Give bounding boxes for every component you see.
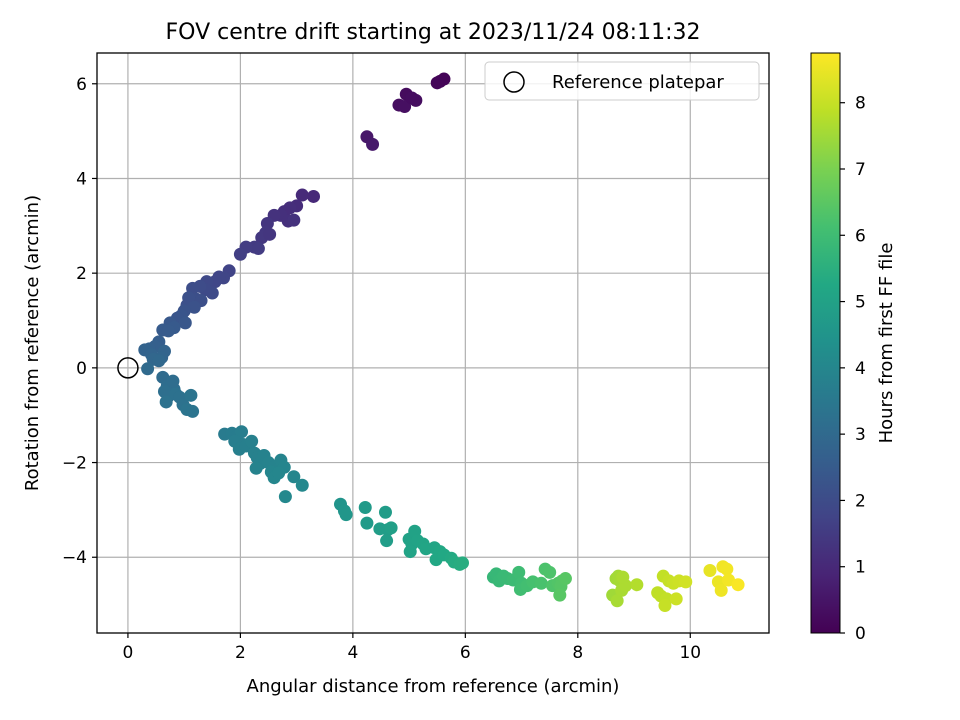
x-tick-label: 10 bbox=[679, 643, 701, 663]
plot-background bbox=[97, 53, 769, 633]
data-point bbox=[161, 324, 175, 338]
plot-frame bbox=[96, 52, 770, 634]
colorbar-tick-label: 3 bbox=[855, 425, 866, 445]
data-point bbox=[610, 594, 624, 608]
data-point bbox=[184, 388, 198, 402]
colorbar-tick-label: 5 bbox=[855, 293, 866, 313]
x-tick-label: 6 bbox=[460, 643, 471, 663]
data-point bbox=[543, 565, 557, 579]
data-point bbox=[360, 516, 374, 530]
data-point bbox=[703, 564, 717, 578]
data-point bbox=[186, 404, 200, 418]
data-point bbox=[630, 578, 644, 592]
colorbar-gradient bbox=[810, 52, 841, 634]
colorbar-tick-label: 8 bbox=[855, 94, 866, 114]
data-point bbox=[178, 316, 192, 330]
data-point bbox=[187, 300, 201, 314]
data-point bbox=[166, 374, 180, 388]
legend: Reference platepar bbox=[484, 61, 760, 101]
y-tick-label: −2 bbox=[62, 454, 87, 474]
x-tick-label: 0 bbox=[123, 643, 134, 663]
data-point bbox=[658, 599, 672, 613]
data-point bbox=[405, 91, 419, 105]
data-point bbox=[669, 592, 683, 606]
y-tick-label: 6 bbox=[76, 75, 87, 95]
x-axis-label: Angular distance from reference (arcmin) bbox=[247, 676, 620, 697]
data-point bbox=[307, 189, 321, 203]
data-point bbox=[251, 242, 265, 256]
data-point bbox=[398, 100, 412, 114]
x-tick-label: 2 bbox=[235, 643, 246, 663]
y-tick-label: 4 bbox=[76, 169, 87, 189]
data-point bbox=[263, 227, 277, 241]
data-point bbox=[714, 583, 728, 597]
data-point bbox=[295, 188, 309, 202]
reference-platepar-marker bbox=[117, 357, 139, 379]
data-point bbox=[141, 362, 155, 376]
data-point bbox=[278, 490, 292, 504]
data-point bbox=[430, 76, 444, 90]
y-axis-ticks: −4 −2 0 2 4 6 bbox=[62, 75, 97, 568]
data-point bbox=[456, 556, 470, 570]
y-tick-label: −4 bbox=[62, 548, 87, 568]
data-point bbox=[380, 534, 394, 548]
colorbar-tick-label: 7 bbox=[855, 160, 866, 180]
legend-marker-reference bbox=[503, 71, 525, 93]
data-point bbox=[159, 395, 173, 409]
data-point bbox=[287, 213, 301, 227]
data-point bbox=[245, 434, 259, 448]
data-point bbox=[558, 572, 572, 586]
data-point bbox=[679, 575, 693, 589]
data-point bbox=[366, 137, 380, 151]
data-points bbox=[138, 72, 745, 613]
data-point bbox=[512, 565, 526, 579]
reference-layer bbox=[117, 357, 139, 379]
y-axis-label: Rotation from reference (arcmin) bbox=[22, 195, 43, 491]
x-tick-label: 8 bbox=[572, 643, 583, 663]
data-point bbox=[235, 425, 249, 439]
colorbar: 0 1 2 3 4 5 6 7 8 Hours from first FF file bbox=[810, 52, 897, 644]
data-point bbox=[403, 545, 417, 559]
data-point bbox=[378, 505, 392, 519]
data-point bbox=[272, 466, 286, 480]
y-tick-label: 0 bbox=[76, 359, 87, 379]
plot-area: 0 2 4 6 8 10 −4 −2 0 2 4 6 bbox=[62, 52, 770, 663]
colorbar-tick-label: 2 bbox=[855, 491, 866, 511]
data-point bbox=[384, 521, 398, 535]
chart-title: FOV centre drift starting at 2023/11/24 … bbox=[166, 20, 701, 45]
colorbar-ticks: 0 1 2 3 4 5 6 7 8 bbox=[840, 94, 866, 644]
colorbar-label: Hours from first FF file bbox=[876, 243, 897, 444]
data-point bbox=[152, 354, 166, 368]
x-axis-ticks: 0 2 4 6 8 10 bbox=[123, 633, 701, 663]
colorbar-tick-label: 0 bbox=[855, 624, 866, 644]
data-point bbox=[731, 578, 745, 592]
y-tick-label: 2 bbox=[76, 264, 87, 284]
data-point bbox=[534, 576, 548, 590]
legend-label-reference: Reference platepar bbox=[552, 72, 724, 93]
data-point bbox=[249, 461, 263, 475]
x-tick-label: 4 bbox=[347, 643, 358, 663]
data-point bbox=[358, 501, 372, 515]
colorbar-tick-label: 1 bbox=[855, 558, 866, 578]
data-point bbox=[287, 470, 301, 484]
data-point bbox=[339, 508, 353, 522]
data-point bbox=[720, 562, 734, 576]
legend-box bbox=[484, 61, 760, 101]
data-point bbox=[616, 570, 630, 584]
colorbar-tick-label: 6 bbox=[855, 226, 866, 246]
data-point bbox=[553, 588, 567, 602]
colorbar-tick-label: 4 bbox=[855, 359, 866, 379]
data-point bbox=[295, 478, 309, 492]
data-point bbox=[233, 247, 247, 261]
